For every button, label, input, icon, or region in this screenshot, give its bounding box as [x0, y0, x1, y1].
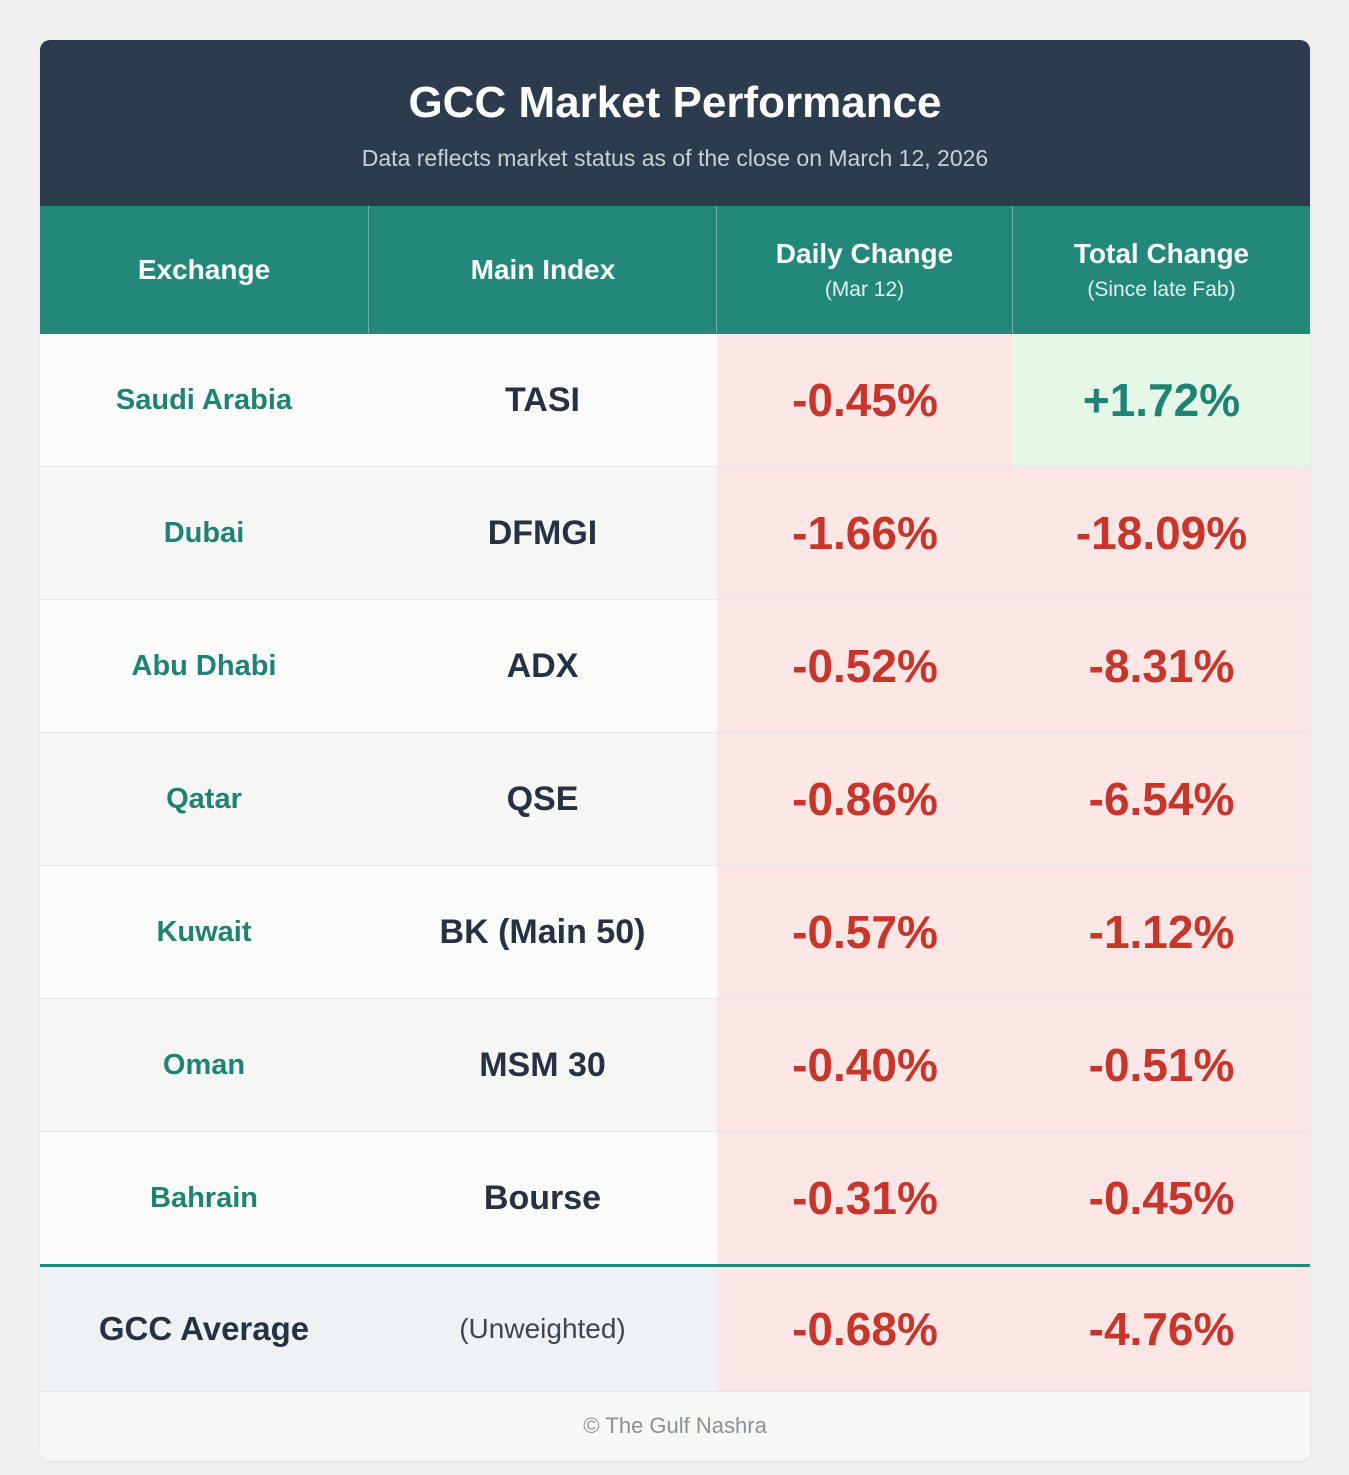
total-change-value: -8.31%	[1013, 600, 1310, 732]
table-row: Dubai DFMGI -1.66% -18.09%	[40, 467, 1310, 600]
daily-change-value: -0.45%	[717, 334, 1013, 466]
daily-change-value: -0.31%	[717, 1132, 1013, 1264]
exchange-name: Dubai	[163, 516, 245, 549]
average-note: (Unweighted)	[459, 1313, 626, 1344]
column-header-total-change-sublabel: (Since late Fab)	[1087, 278, 1236, 301]
exchange-name: Abu Dhabi	[131, 649, 277, 682]
daily-change-value: -0.40%	[717, 999, 1013, 1131]
total-change-value: +1.72%	[1013, 334, 1310, 466]
header-divider	[1012, 206, 1013, 334]
table-row: Qatar QSE -0.86% -6.54%	[40, 733, 1310, 866]
column-header-exchange-label: Exchange	[137, 254, 271, 285]
index-name: Bourse	[483, 1178, 602, 1217]
market-table-card: GCC Market Performance Data reflects mar…	[40, 40, 1310, 1461]
index-name: QSE	[506, 779, 579, 818]
index-name: BK (Main 50)	[439, 912, 646, 951]
average-divider	[40, 1264, 1310, 1267]
average-total-change: -4.76%	[1013, 1267, 1310, 1391]
daily-change-value: -1.66%	[717, 467, 1013, 599]
exchange-name: Kuwait	[156, 915, 252, 948]
table-header-row: Exchange Main Index Daily Change (Mar 12…	[40, 206, 1310, 334]
column-header-exchange: Exchange	[40, 206, 368, 334]
index-name: TASI	[505, 380, 580, 419]
footer: © The Gulf Nashra	[40, 1390, 1310, 1461]
column-header-daily-change-sublabel: (Mar 12)	[824, 278, 905, 301]
table-row: Oman MSM 30 -0.40% -0.51%	[40, 999, 1310, 1132]
column-header-total-change: Total Change (Since late Fab)	[1013, 206, 1310, 334]
average-daily-change: -0.68%	[717, 1267, 1013, 1391]
daily-change-value: -0.86%	[717, 733, 1013, 865]
page-title: GCC Market Performance	[408, 78, 942, 127]
column-header-daily-change: Daily Change (Mar 12)	[717, 206, 1012, 334]
average-row: GCC Average (Unweighted) -0.68% -4.76%	[40, 1267, 1310, 1392]
header-divider	[368, 206, 369, 334]
exchange-name: Saudi Arabia	[115, 383, 293, 416]
total-change-value: -1.12%	[1013, 866, 1310, 998]
average-label: GCC Average	[98, 1310, 310, 1347]
daily-change-value: -0.52%	[717, 600, 1013, 732]
footer-credit: The Gulf Nashra	[605, 1412, 767, 1438]
index-name: DFMGI	[487, 513, 598, 552]
column-header-main-index-label: Main Index	[470, 254, 616, 285]
column-header-main-index: Main Index	[369, 206, 717, 334]
index-name: ADX	[506, 646, 579, 685]
table-row: Saudi Arabia TASI -0.45% +1.72%	[40, 334, 1310, 467]
exchange-name: Bahrain	[150, 1181, 258, 1214]
table-row: Kuwait BK (Main 50) -0.57% -1.12%	[40, 866, 1310, 999]
daily-change-value: -0.57%	[717, 866, 1013, 998]
exchange-name: Qatar	[166, 782, 242, 815]
column-header-total-change-label: Total Change	[1073, 238, 1250, 269]
page-subtitle: Data reflects market status as of the cl…	[361, 145, 989, 171]
copyright-icon: ©	[583, 1412, 600, 1438]
title-banner: GCC Market Performance Data reflects mar…	[40, 40, 1310, 206]
exchange-name: Oman	[162, 1048, 246, 1081]
header-divider	[716, 206, 717, 334]
total-change-value: -18.09%	[1013, 467, 1310, 599]
table-row: Bahrain Bourse -0.31% -0.45%	[40, 1132, 1310, 1265]
total-change-value: -6.54%	[1013, 733, 1310, 865]
total-change-value: -0.45%	[1013, 1132, 1310, 1264]
index-name: MSM 30	[479, 1045, 606, 1084]
table-row: Abu Dhabi ADX -0.52% -8.31%	[40, 600, 1310, 733]
column-header-daily-change-label: Daily Change	[775, 238, 954, 269]
total-change-value: -0.51%	[1013, 999, 1310, 1131]
